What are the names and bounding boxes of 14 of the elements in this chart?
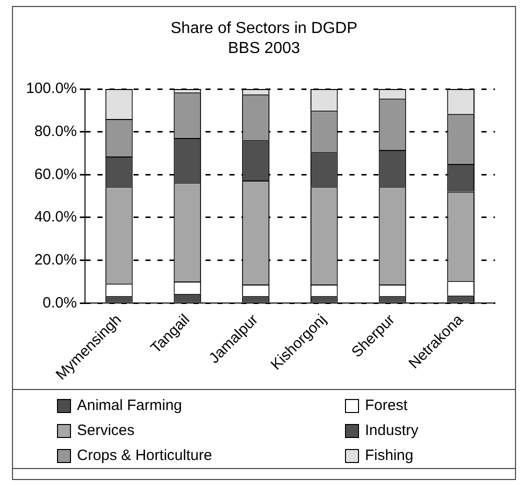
legend-label: Forest	[365, 396, 408, 416]
legend-label: Industry	[365, 420, 418, 441]
chart-subtitle: BBS 2003	[226, 39, 302, 59]
y-tick-label: 100.0%	[26, 80, 77, 98]
y-tick-label: 80.0%	[34, 122, 77, 140]
legend-label: Animal Farming	[77, 396, 182, 416]
y-tick-label: 40.0%	[34, 208, 77, 226]
legend-label: Services	[77, 420, 135, 441]
chart-title: Share of Sectors in DGDP	[170, 19, 358, 39]
legend-label: Fishing	[365, 446, 414, 466]
y-tick-label: 0.0%	[42, 294, 77, 312]
y-tick-label: 20.0%	[34, 251, 77, 268]
y-tick-label: 60.0%	[34, 166, 77, 183]
legend-label: Crops & Horticulture	[77, 446, 212, 466]
